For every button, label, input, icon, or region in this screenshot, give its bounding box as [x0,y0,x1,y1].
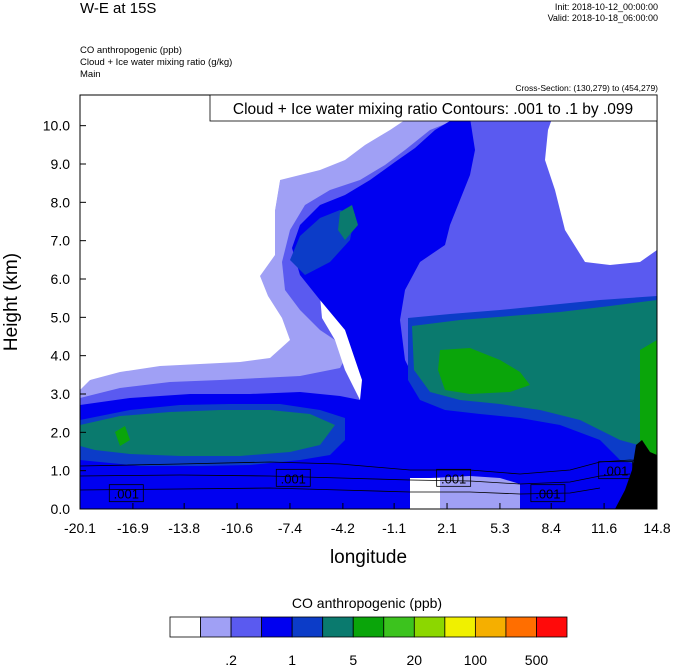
valid-time: Valid: 2018-10-18_06:00:00 [547,13,658,23]
colorbar-swatch [352,616,385,638]
co-field-shading [80,95,657,509]
colorbar-tick-label: 1 [288,652,296,667]
co-band-white-gap-upper-left [80,95,340,385]
contour-label: .001 [275,468,311,487]
contour-label-box [530,484,566,503]
y-tick-label: 5.0 [51,309,71,325]
colorbar: .2 1 5 20 100 500 [169,616,568,667]
axes: -20.1 -16.9 -13.8 -10.6 -7.4 -4.2 -1.1 2.1 5.3 8.… [1,118,671,568]
y-tick-label: 10.0 [43,118,70,134]
co-band-blue-surface-right [520,468,630,509]
colorbar-swatch [169,616,201,638]
contour-labels: .001 .001 .001 .001 .001 [108,461,634,503]
contour-info-text: Cloud + Ice water mixing ratio Contours:… [233,101,633,118]
cloud-contour-line [80,487,601,495]
colorbar-swatch [261,616,293,638]
y-tick-label: 9.0 [51,156,71,172]
x-tick-label: 11.6 [591,520,617,536]
field-label-cloud-ice: Cloud + Ice water mixing ratio (g/kg) [80,57,233,68]
co-band-green [438,348,530,394]
contour-label-box [275,468,311,487]
contour-label: .001 [598,461,634,480]
x-tick-label: 14.8 [643,520,670,536]
field-label-main: Main [80,69,101,80]
x-axis-title: longitude [330,547,407,568]
terrain [615,440,657,509]
colorbar-tick-label: .2 [225,652,237,667]
x-tick-label: -13.8 [168,520,200,536]
cross-section-label: Cross-Section: (130,279) to (454,279) [515,83,658,93]
x-tick-label: -20.1 [64,520,96,536]
colorbar-tick-label: 100 [464,652,488,667]
x-tick-label: -7.4 [278,520,302,536]
contour-label-text: .001 [114,487,139,502]
colorbar-swatch [536,616,568,638]
y-tick-label: 8.0 [51,194,71,210]
x-tick-label: 5.3 [490,520,510,536]
colorbar-swatch [413,616,446,638]
contour-label-text: .001 [603,464,628,479]
y-tick-label: 3.0 [51,386,71,402]
colorbar-title: CO anthropogenic (ppb) [292,595,442,611]
colorbar-swatch [230,616,263,638]
contour-label: .001 [108,484,144,503]
x-tick-label: -1.1 [382,520,406,536]
contour-label-text: .001 [281,471,306,486]
colorbar-swatch [505,616,537,638]
contour-label-text: .001 [441,471,466,486]
colorbar-swatch [200,616,232,638]
contour-label-text: .001 [535,487,560,502]
co-band-teal [80,410,335,456]
colorbar-swatch [291,616,324,638]
colorbar-tick-label: 500 [525,652,549,667]
x-tick-label: 8.4 [541,520,561,536]
colorbar-swatch [474,616,507,638]
init-time: Init: 2018-10-12_00:00:00 [554,2,658,12]
contour-info-box: Cloud + Ice water mixing ratio Contours:… [209,94,658,122]
colorbar-swatch [383,616,415,638]
contour-label-box [436,468,472,487]
y-tick-label: 1.0 [51,463,71,479]
colorbar-tick-label: 5 [349,652,357,667]
chart-title: W-E at 15S [80,0,157,17]
colorbar-swatch [322,616,354,638]
y-tick-label: 2.0 [51,424,71,440]
x-tick-label: -16.9 [117,520,149,536]
contour-label: .001 [530,484,566,503]
co-band-white-gap-upper [545,96,657,265]
co-band-teal-upper [338,205,358,240]
colorbar-tick-label: 20 [407,652,423,667]
x-tick-label: 2.1 [437,520,457,536]
x-tick-label: -4.2 [331,520,355,536]
y-tick-label: 4.0 [51,348,71,364]
y-tick-label: 7.0 [51,233,71,249]
co-band-green-right [640,340,657,460]
plot-area [79,94,658,510]
contour-label: .001 [436,468,472,487]
colorbar-swatch [444,616,476,638]
y-tick-label: 6.0 [51,271,71,287]
y-axis-title: Height (km) [1,253,22,351]
y-tick-label: 0.0 [51,501,71,517]
contour-label-box [598,461,634,480]
cloud-contour-line [80,473,631,485]
field-label-co: CO anthropogenic (ppb) [80,45,182,56]
x-tick-label: -10.6 [221,520,253,536]
co-band-green-left [115,426,130,446]
contour-label-box [108,484,144,503]
co-band-white-surface [410,478,440,509]
co-band-teal-right [412,300,657,450]
